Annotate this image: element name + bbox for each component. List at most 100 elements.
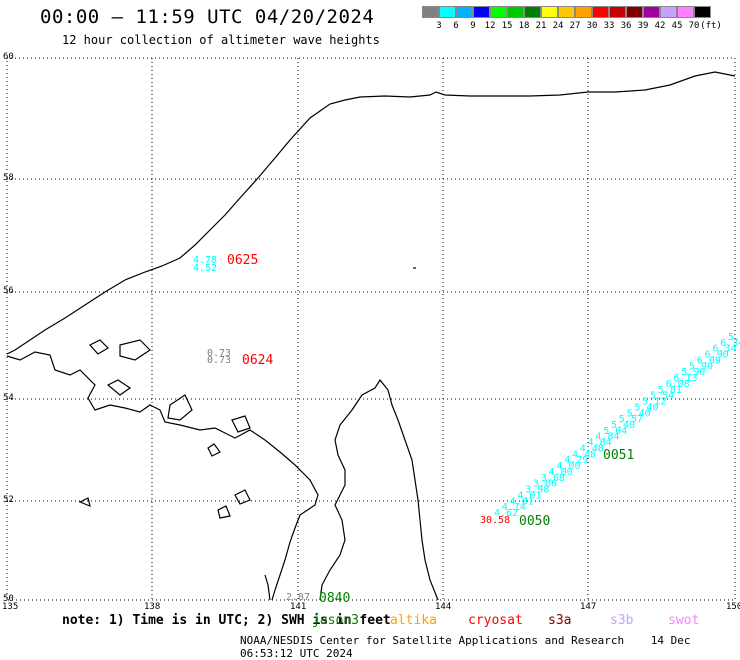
scale-swatch-11 (609, 6, 626, 18)
track-value-label: 3.68 (541, 473, 565, 484)
track-value-label: 4.84 (588, 438, 612, 449)
scale-swatch-5 (507, 6, 524, 18)
track-value-label: 6.13 (673, 373, 697, 384)
lon-label: 135 (2, 602, 19, 612)
scale-label: 9 (470, 21, 476, 31)
scale-label: 70 (688, 21, 700, 31)
scale-label: 15 (501, 21, 513, 31)
track-0050-time: 0050 (519, 514, 551, 529)
color-scale (422, 6, 711, 18)
track-value-label: 4.01 (517, 490, 541, 501)
track-value-label: 4.00 (549, 467, 573, 478)
scale-swatch-9 (575, 6, 592, 18)
track-value-label: 3.86 (533, 479, 557, 490)
track-value-label: 4.29 (564, 455, 588, 466)
scale-swatch-7 (541, 6, 558, 18)
footer-note: note: 1) Time is in UTC; 2) SWH is in fe… (62, 613, 391, 628)
scale-label: 42 (654, 21, 666, 31)
track-0050-value: 30.58 (480, 515, 511, 526)
scale-swatch-2 (456, 6, 473, 18)
lat-label: 56 (3, 286, 14, 296)
track-value-label: 4.84 (595, 432, 619, 443)
track-value-label: 5.40 (611, 420, 635, 431)
scale-label: 24 (552, 21, 564, 31)
track-value-label: 4.62 (494, 508, 518, 519)
scale-swatch-14 (660, 6, 677, 18)
lon-label: 138 (144, 602, 161, 612)
lat-label: 54 (3, 393, 14, 403)
scale-label: 45 (671, 21, 683, 31)
color-scale-labels: 3 6 9 12 15 18 21 24 27 30 33 36 39 42 45 70 (ft) (422, 21, 740, 33)
scale-swatch-15 (677, 6, 694, 18)
legend-item-swot: swot (668, 613, 700, 628)
scale-label: 6 (453, 21, 459, 31)
scale-swatch-10 (592, 6, 609, 18)
map-grid (7, 58, 735, 600)
lat-label: 50 (3, 594, 14, 604)
scale-label: 27 (569, 21, 581, 31)
scale-label: 3 (436, 21, 442, 31)
legend-item-altika: altika (390, 613, 437, 628)
track-0625-value-2: 4.52 (193, 263, 218, 274)
lon-label: 150 (726, 602, 740, 612)
coastline (6, 71, 736, 601)
track-value-label: 6.34 (712, 344, 736, 355)
scale-swatch-13 (643, 6, 660, 18)
track-value-label: 6.09 (697, 355, 721, 366)
track-0840-time: 0840 (319, 591, 351, 606)
track-value-label: 5.12 (642, 397, 666, 408)
scale-label: 30 (586, 21, 598, 31)
scale-swatch-0 (422, 6, 439, 18)
legend-item-jason3: jason3 (312, 613, 359, 628)
track-0840-value: 2.87 (286, 592, 311, 603)
track-value-label: 6.90 (705, 350, 729, 361)
track-value-label: 3.98 (525, 485, 549, 496)
footer-credit: NOAA/NESDIS Center for Satellite Applica… (240, 634, 740, 660)
track-value-label: 5.57 (619, 414, 643, 425)
track-value-label: 5.90 (689, 361, 713, 372)
track-0624-time: 0624 (242, 353, 274, 368)
lon-label: 141 (290, 602, 307, 612)
track-0625-value-1: 4.78 (193, 255, 218, 266)
track-value-label: 5.81 (658, 385, 682, 396)
scale-swatch-6 (524, 6, 541, 18)
track-value-label: 5.90 (728, 332, 740, 343)
lon-label: 147 (580, 602, 597, 612)
scale-swatch-8 (558, 6, 575, 18)
track-0625-time: 0625 (227, 253, 259, 268)
scale-label: 21 (535, 21, 547, 31)
track-value-label: 5.54 (650, 391, 674, 402)
track-0624-value-1: 0.73 (207, 348, 232, 359)
track-value-label: 5.40 (627, 408, 651, 419)
track-value-label: 4.01 (510, 496, 534, 507)
track-value-label: 6.34 (720, 338, 740, 349)
lat-label: 52 (3, 495, 14, 505)
track-value-label: 6.08 (666, 379, 690, 390)
track-value-label: 5.04 (603, 426, 627, 437)
scale-label: 18 (518, 21, 530, 31)
track-value-label: 4.48 (572, 449, 596, 460)
lat-label: 60 (3, 52, 14, 62)
scale-swatch-1 (439, 6, 456, 18)
lon-label: 144 (435, 602, 452, 612)
scale-label: 12 (484, 21, 496, 31)
scale-label: 39 (637, 21, 649, 31)
scale-label: (ft) (700, 21, 722, 31)
track-0051-values: 4.624.144.014.013.983.863.684.004.004.29… (494, 332, 740, 519)
map-title: 00:00 – 11:59 UTC 04/20/2024 (40, 6, 375, 28)
scale-swatch-16 (694, 6, 711, 18)
track-value-label: 4.48 (580, 443, 604, 454)
track-value-label: 5.90 (681, 367, 705, 378)
map-subtitle: 12 hour collection of altimeter wave hei… (62, 33, 380, 47)
scale-label: 36 (620, 21, 632, 31)
track-0624-value-2: 0.73 (207, 355, 232, 366)
scale-label: 33 (603, 21, 615, 31)
track-value-label: 4.14 (502, 502, 526, 513)
track-0051-time: 0051 (603, 448, 635, 463)
legend-item-cryosat: cryosat (468, 613, 523, 628)
legend-item-s3b: s3b (610, 613, 634, 628)
map-frame (6, 57, 736, 601)
legend-item-s3a: s3a (548, 613, 572, 628)
scale-swatch-12 (626, 6, 643, 18)
